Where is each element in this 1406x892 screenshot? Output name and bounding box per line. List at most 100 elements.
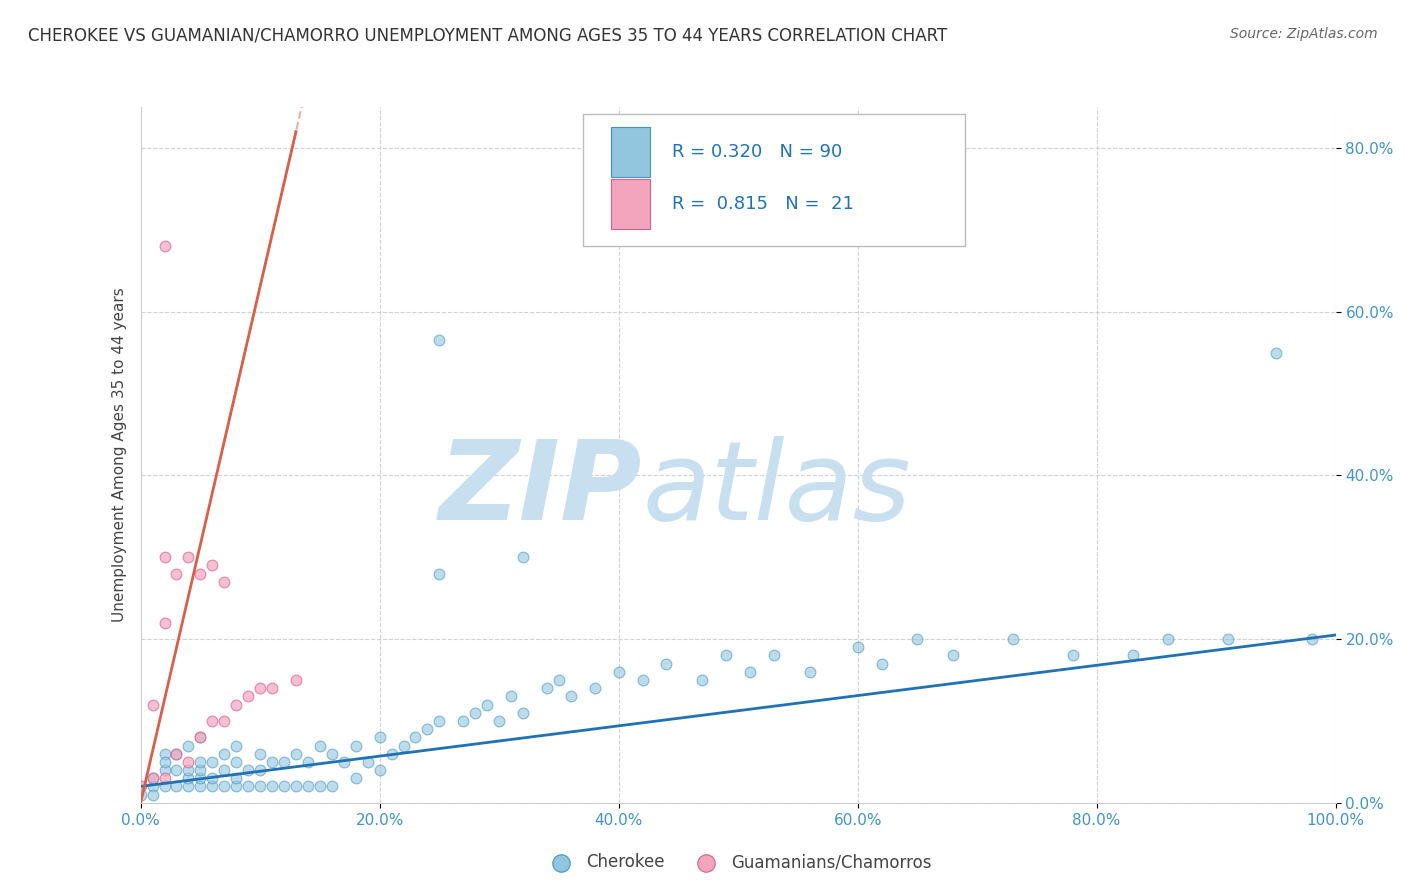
- Point: [166, 566, 188, 581]
- Point: [214, 574, 236, 589]
- Legend: Cherokee, Guamanians/Chamorros: Cherokee, Guamanians/Chamorros: [538, 847, 938, 878]
- Point: [188, 731, 212, 745]
- Point: [201, 755, 224, 769]
- Point: [284, 780, 308, 794]
- Point: [166, 780, 188, 794]
- Point: [344, 771, 367, 785]
- Point: [177, 739, 200, 753]
- Point: [201, 558, 224, 573]
- Point: [153, 780, 176, 794]
- Point: [942, 648, 965, 663]
- Point: [799, 665, 821, 679]
- Point: [153, 763, 176, 777]
- Text: CHEROKEE VS GUAMANIAN/CHAMORRO UNEMPLOYMENT AMONG AGES 35 TO 44 YEARS CORRELATIO: CHEROKEE VS GUAMANIAN/CHAMORRO UNEMPLOYM…: [28, 27, 948, 45]
- Point: [188, 763, 212, 777]
- Point: [655, 657, 678, 671]
- Point: [129, 780, 152, 794]
- Point: [321, 747, 343, 761]
- Point: [405, 731, 427, 745]
- Point: [536, 681, 558, 696]
- Point: [333, 755, 356, 769]
- Point: [344, 739, 367, 753]
- Point: [607, 665, 630, 679]
- Point: [740, 665, 762, 679]
- Point: [427, 334, 450, 348]
- Text: ZIP: ZIP: [439, 436, 643, 543]
- Point: [1062, 648, 1084, 663]
- Point: [368, 763, 391, 777]
- Point: [177, 763, 200, 777]
- Point: [141, 771, 163, 785]
- Point: [512, 550, 534, 565]
- Point: [201, 714, 224, 728]
- Point: [560, 690, 582, 704]
- Point: [357, 755, 380, 769]
- Point: [297, 755, 319, 769]
- Point: [214, 763, 236, 777]
- Point: [488, 714, 510, 728]
- Point: [188, 566, 212, 581]
- Point: [188, 780, 212, 794]
- Point: [870, 657, 893, 671]
- Point: [716, 648, 738, 663]
- Point: [188, 731, 212, 745]
- Point: [309, 780, 332, 794]
- Point: [1157, 632, 1180, 646]
- Point: [153, 239, 176, 253]
- Point: [188, 755, 212, 769]
- Point: [236, 763, 259, 777]
- Point: [249, 747, 271, 761]
- Point: [262, 780, 284, 794]
- Point: [284, 747, 308, 761]
- Point: [153, 755, 176, 769]
- Point: [236, 690, 259, 704]
- Point: [321, 780, 343, 794]
- Point: [1002, 632, 1025, 646]
- Point: [249, 681, 271, 696]
- Point: [273, 780, 295, 794]
- Point: [166, 747, 188, 761]
- Point: [907, 632, 929, 646]
- Text: atlas: atlas: [643, 436, 911, 543]
- Point: [1301, 632, 1323, 646]
- Point: [153, 771, 176, 785]
- Point: [273, 755, 295, 769]
- Point: [166, 763, 188, 777]
- Point: [427, 714, 450, 728]
- Point: [188, 771, 212, 785]
- Point: [225, 698, 247, 712]
- Point: [214, 747, 236, 761]
- Point: [201, 780, 224, 794]
- Text: Source: ZipAtlas.com: Source: ZipAtlas.com: [1230, 27, 1378, 41]
- Point: [548, 673, 571, 687]
- Point: [129, 788, 152, 802]
- Point: [225, 739, 247, 753]
- Point: [141, 780, 163, 794]
- Point: [153, 615, 176, 630]
- Point: [214, 780, 236, 794]
- Point: [262, 755, 284, 769]
- Point: [297, 780, 319, 794]
- Point: [141, 788, 163, 802]
- Point: [214, 714, 236, 728]
- Point: [201, 771, 224, 785]
- Point: [631, 673, 654, 687]
- Point: [416, 722, 439, 736]
- Point: [236, 780, 259, 794]
- Point: [392, 739, 415, 753]
- Text: R = 0.320   N = 90: R = 0.320 N = 90: [672, 144, 842, 161]
- Point: [309, 739, 332, 753]
- Point: [763, 648, 786, 663]
- Point: [177, 550, 200, 565]
- Point: [512, 706, 534, 720]
- Point: [453, 714, 475, 728]
- Point: [177, 755, 200, 769]
- Point: [1265, 345, 1288, 359]
- Point: [475, 698, 498, 712]
- Point: [1122, 648, 1144, 663]
- FancyBboxPatch shape: [612, 179, 650, 229]
- Point: [177, 771, 200, 785]
- FancyBboxPatch shape: [583, 114, 966, 246]
- Point: [262, 681, 284, 696]
- Point: [284, 673, 308, 687]
